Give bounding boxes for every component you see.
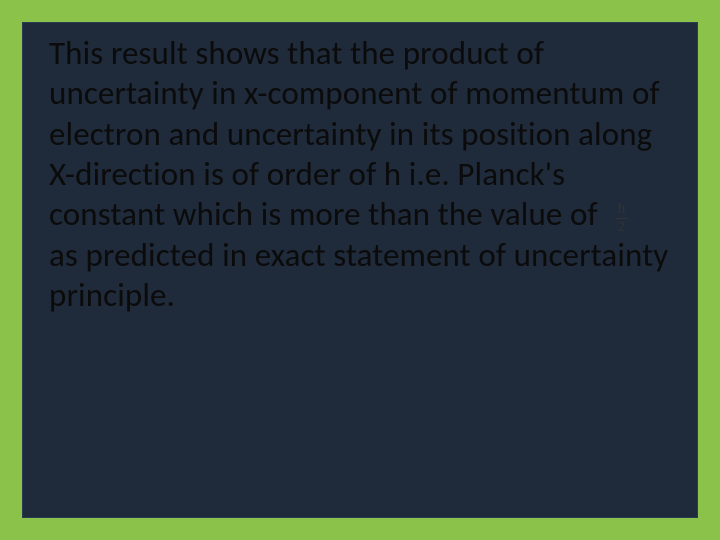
- fraction-numerator: h: [615, 202, 629, 219]
- text-panel: This result shows that the product of un…: [22, 22, 698, 518]
- body-paragraph: This result shows that the product of un…: [49, 33, 671, 316]
- content: This result shows that the product of un…: [49, 33, 671, 316]
- fraction-denominator: 2: [615, 219, 629, 235]
- body-text-part1: This result shows that the product of un…: [49, 33, 660, 234]
- body-text-part2: as predicted in exact statement of uncer…: [49, 235, 668, 315]
- fraction-h-over-2: h2: [615, 202, 629, 235]
- slide: This result shows that the product of un…: [0, 0, 720, 540]
